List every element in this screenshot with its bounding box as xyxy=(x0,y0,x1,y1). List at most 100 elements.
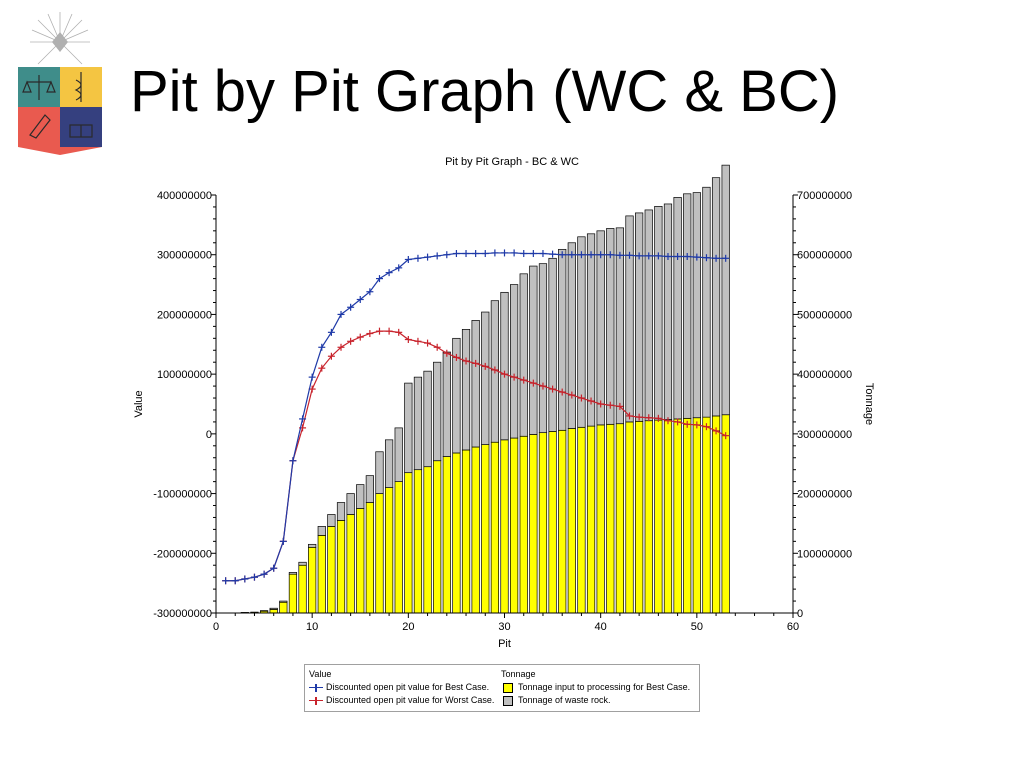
axes-layer xyxy=(211,194,798,618)
worst-case-point xyxy=(424,339,432,347)
slide-title: Pit by Pit Graph (WC & BC) xyxy=(130,59,840,124)
legend-item-waste: Tonnage of waste rock. xyxy=(501,694,690,707)
waste-bar xyxy=(711,177,721,417)
worst-case-point xyxy=(683,420,691,428)
ore-bar xyxy=(413,469,423,614)
waste-bar xyxy=(365,475,374,503)
best-case-point xyxy=(501,249,508,257)
worst-case-point xyxy=(693,421,701,429)
ore-bar xyxy=(721,414,730,614)
ore-bar xyxy=(394,481,403,614)
best-case-point xyxy=(395,264,403,272)
y-tick-label-left: 400000000 xyxy=(157,190,212,202)
worst-case-point xyxy=(414,337,422,345)
best-case-point xyxy=(664,253,672,261)
ore-bar xyxy=(586,425,596,614)
worst-case-point xyxy=(404,336,412,344)
waste-bar xyxy=(673,197,682,420)
ore-bar xyxy=(673,418,682,614)
ore-bar xyxy=(538,432,548,614)
best-case-point xyxy=(674,253,682,261)
best-case-point xyxy=(712,254,720,262)
worst-case-point xyxy=(501,370,508,378)
waste-bar xyxy=(702,186,711,418)
worst-case-point xyxy=(616,402,624,410)
plus-marker-icon xyxy=(309,696,323,706)
worst-case-point xyxy=(529,379,537,387)
ore-bar xyxy=(654,419,663,614)
waste-bar xyxy=(375,451,384,494)
shield xyxy=(18,67,102,155)
worst-case-point xyxy=(366,330,374,338)
waste-bar xyxy=(577,236,586,428)
best-case-point xyxy=(337,310,345,318)
waste-bar xyxy=(663,203,673,420)
best-case-point xyxy=(404,255,412,263)
waste-bar xyxy=(481,311,490,445)
best-case-point xyxy=(549,250,557,258)
best-case-point xyxy=(424,253,432,261)
y-tick-label-right: 400000000 xyxy=(797,369,852,381)
best-case-point xyxy=(443,251,451,259)
y-axis-left-label: Value xyxy=(133,390,145,417)
legend-tonnage-column: Tonnage Tonnage input to processing for … xyxy=(501,668,690,707)
worst-case-point xyxy=(577,394,585,402)
best-case-point xyxy=(327,328,335,336)
waste-bar xyxy=(644,209,653,422)
ore-bar xyxy=(365,502,374,614)
best-case-point xyxy=(452,250,460,258)
y-tick-label-right: 200000000 xyxy=(797,489,852,501)
ore-bar xyxy=(356,508,365,614)
legend-label-worst-case: Discounted open pit value for Worst Case… xyxy=(326,695,495,705)
waste-bar xyxy=(317,526,326,536)
legend-tonnage-header: Tonnage xyxy=(501,669,536,679)
worst-case-point xyxy=(481,362,489,370)
best-case-point xyxy=(462,250,470,258)
worst-case-point xyxy=(520,376,528,384)
y-tick-label-left: 100000000 xyxy=(157,369,212,381)
ore-bar xyxy=(346,514,355,614)
y-tick-label-right: 100000000 xyxy=(797,548,852,560)
worst-case-point xyxy=(491,366,499,374)
best-case-point xyxy=(289,457,297,465)
y-tick-label-left: 300000000 xyxy=(157,250,212,262)
best-case-point xyxy=(568,251,576,259)
university-logo xyxy=(18,12,102,155)
y-tick-label-right: 500000000 xyxy=(797,309,852,321)
best-case-point xyxy=(366,288,374,296)
waste-bar xyxy=(461,329,471,451)
best-case-point xyxy=(597,251,605,259)
waste-bar xyxy=(510,284,519,439)
waste-bar xyxy=(394,427,403,482)
best-case-point xyxy=(241,575,249,583)
waste-bar xyxy=(567,242,576,429)
waste-bar xyxy=(384,439,394,488)
waste-bar xyxy=(625,215,634,423)
y-tick-label-right: 700000000 xyxy=(797,190,852,202)
best-case-point xyxy=(529,250,537,258)
worst-case-point xyxy=(722,432,730,440)
legend-item-best-case: Discounted open pit value for Best Case. xyxy=(309,681,494,694)
legend-value-header: Value xyxy=(309,669,332,679)
best-case-point xyxy=(375,275,383,283)
y-tick-label-left: -100000000 xyxy=(153,489,212,501)
waste-bar xyxy=(433,361,442,462)
best-case-point xyxy=(491,249,499,257)
best-case-point xyxy=(250,573,258,581)
worst-case-point xyxy=(347,337,355,345)
ore-bar xyxy=(644,420,653,614)
ore-bar xyxy=(548,431,557,614)
best-case-point xyxy=(654,252,662,260)
best-case-point xyxy=(385,269,393,277)
legend-label-best-case: Discounted open pit value for Best Case. xyxy=(326,682,490,692)
starburst-emblem xyxy=(30,12,90,65)
best-case-point xyxy=(577,251,585,259)
waste-bar xyxy=(500,291,509,441)
waste-bar xyxy=(721,164,730,416)
y-tick-label-left: -300000000 xyxy=(153,608,212,620)
worst-case-point xyxy=(568,391,576,399)
ore-bar xyxy=(510,437,519,614)
x-axis-label: Pit xyxy=(498,638,511,650)
best-case-point xyxy=(414,254,422,262)
